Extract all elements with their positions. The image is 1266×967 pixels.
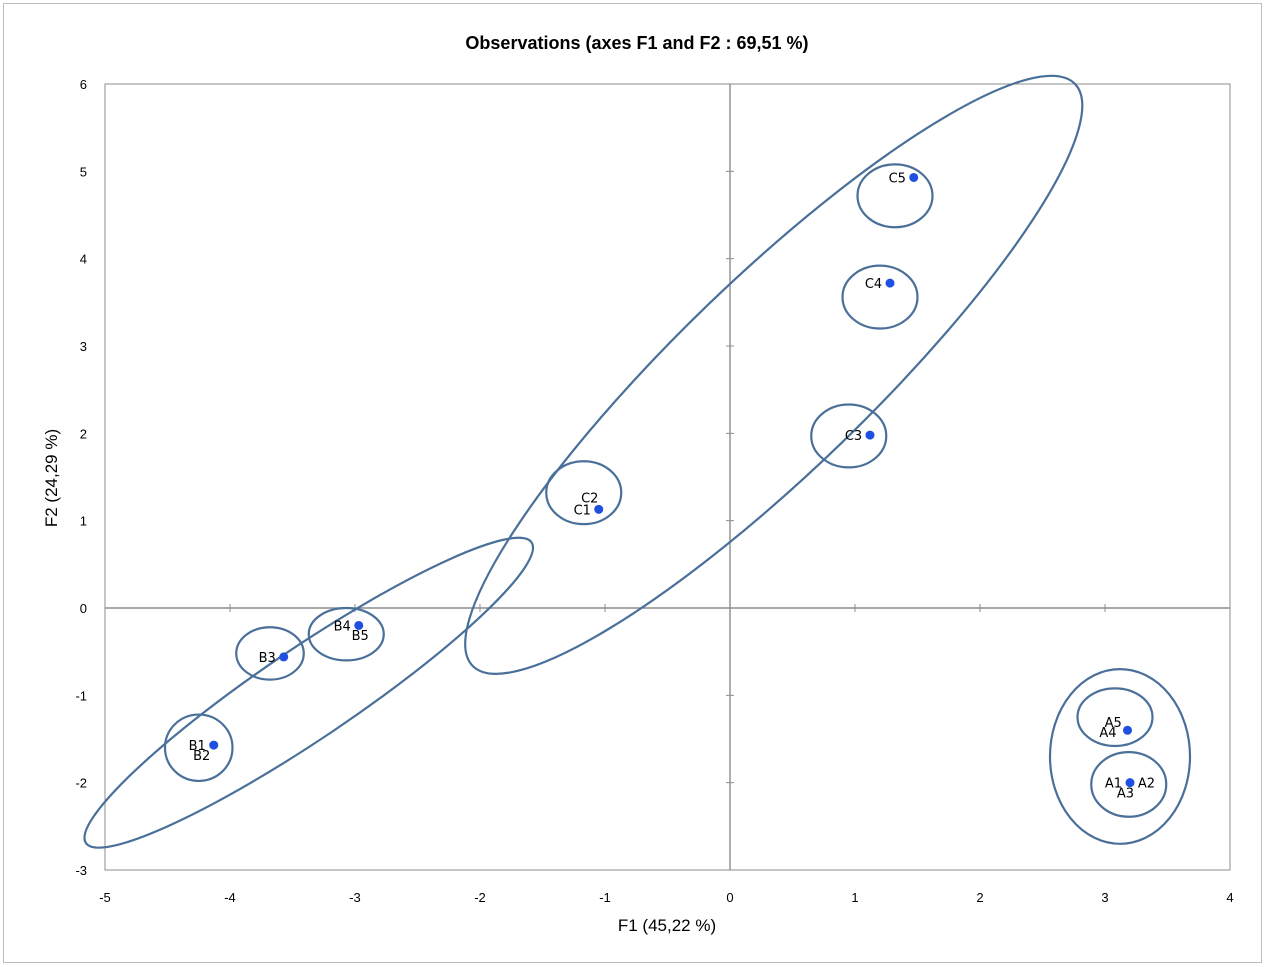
cluster-ellipse-c3 (810, 403, 888, 469)
y-tick-label: -1 (75, 688, 87, 703)
cluster-ellipse-c4 (841, 264, 919, 330)
data-point (1125, 778, 1135, 788)
y-tick-label: 5 (80, 164, 87, 179)
plot-border (104, 83, 1231, 871)
data-point (1123, 725, 1132, 735)
point-label: C2 (581, 491, 598, 506)
data-point (209, 740, 219, 750)
x-tick-label: -4 (224, 890, 236, 905)
point-label: C4 (865, 277, 882, 292)
x-tick-label: 0 (726, 890, 733, 905)
point-label: A5 (1105, 716, 1122, 731)
data-point (885, 278, 895, 288)
cluster-ellipse-b4-b5 (307, 606, 385, 662)
point-label: B1 (189, 739, 206, 754)
point-label: A1 (1105, 777, 1122, 792)
y-tick-label: 0 (80, 601, 87, 616)
point-label: C5 (889, 171, 906, 186)
point-label: B4 (334, 619, 351, 634)
cluster-ellipse-a-group (1048, 668, 1192, 845)
data-point (594, 504, 604, 514)
chart-title: Observations (axes F1 and F2 : 69,51 %) (465, 33, 808, 53)
cluster-ellipse-c1-c2 (545, 460, 623, 526)
data-point (354, 620, 364, 630)
cluster-ellipse-b3 (235, 626, 305, 681)
data-point (909, 172, 919, 182)
x-tick-label: -5 (99, 890, 111, 905)
point-label: C1 (574, 503, 591, 518)
point-label: B2 (193, 749, 210, 764)
x-tick-label: 2 (976, 890, 983, 905)
point-label: B5 (352, 629, 369, 644)
point-label: B3 (259, 651, 276, 666)
point-label: C3 (845, 429, 862, 444)
y-tick-label: 4 (80, 252, 87, 267)
chart-frame (3, 3, 1262, 963)
y-tick-label: 3 (80, 339, 87, 354)
x-tick-label: 4 (1226, 890, 1233, 905)
cluster-ellipse-a4-a5 (1076, 687, 1154, 748)
data-point (865, 430, 875, 440)
data-point (279, 652, 289, 662)
point-label: A4 (1099, 726, 1116, 741)
cluster-ellipse-c-group (464, 74, 1084, 675)
point-label: A2 (1138, 777, 1155, 792)
x-tick-label: -2 (474, 890, 486, 905)
point-label: A3 (1117, 786, 1134, 801)
x-tick-label: 3 (1101, 890, 1108, 905)
y-tick-label: 1 (80, 514, 87, 529)
x-axis-label: F1 (45,22 %) (618, 916, 716, 935)
cluster-ellipse-c5 (856, 163, 934, 229)
y-tick-label: 2 (80, 426, 87, 441)
cluster-ellipse-b-group (83, 536, 535, 849)
y-axis-label: F2 (24,29 %) (42, 429, 61, 527)
x-tick-label: -3 (349, 890, 361, 905)
cluster-ellipse-a1-a2-a3 (1090, 750, 1168, 818)
y-tick-label: -2 (75, 776, 87, 791)
cluster-ellipse-b1-b2 (163, 713, 234, 783)
y-tick-label: 6 (80, 77, 87, 92)
x-tick-label: 1 (851, 890, 858, 905)
x-tick-label: -1 (599, 890, 611, 905)
y-tick-label: -3 (75, 863, 87, 878)
